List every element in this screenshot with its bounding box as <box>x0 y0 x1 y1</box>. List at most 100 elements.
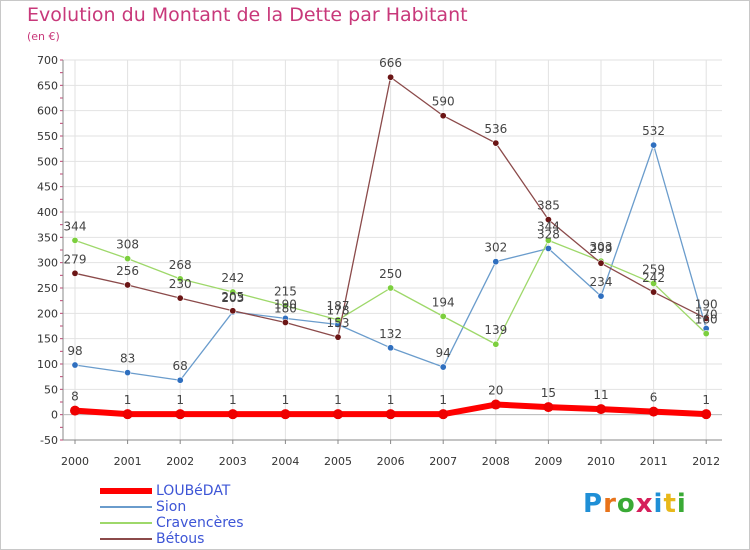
proxiti-logo: Proxiti <box>583 489 687 519</box>
data-label-loubedat: 20 <box>488 384 503 398</box>
data-label-sion: 83 <box>120 352 135 366</box>
legend-item-betous: Bétous <box>100 531 360 547</box>
data-label-sion: 98 <box>67 344 82 358</box>
data-label-sion: 234 <box>590 275 613 289</box>
data-point-betous <box>439 112 447 120</box>
y-tick-label: 300 <box>37 257 58 270</box>
data-label-betous: 180 <box>274 301 297 315</box>
data-point-sion <box>439 363 447 371</box>
legend-item-sion: Sion <box>100 499 360 515</box>
y-tick-label: 150 <box>37 333 58 346</box>
data-point-sion <box>492 258 500 266</box>
data-point-cravenceres <box>702 330 710 338</box>
data-label-cravenceres: 139 <box>484 323 507 337</box>
y-tick-label: 550 <box>37 130 58 143</box>
legend-item-loubedat: LOUBéDAT <box>100 483 360 499</box>
y-tick-label: -50 <box>40 434 58 447</box>
data-point-loubedat <box>333 409 343 420</box>
data-point-betous <box>597 259 605 267</box>
y-tick-label: 350 <box>37 231 58 244</box>
data-point-betous <box>334 333 342 341</box>
y-tick-label: 600 <box>37 105 58 118</box>
data-label-loubedat: 8 <box>71 390 79 404</box>
legend: LOUBéDAT Sion Cravencères Bétous <box>100 483 360 547</box>
data-point-cravenceres <box>492 340 500 348</box>
x-tick-label: 2000 <box>61 455 89 468</box>
data-label-loubedat: 15 <box>541 386 556 400</box>
data-point-cravenceres <box>544 236 552 244</box>
data-label-sion: 190 <box>274 297 297 311</box>
x-tick-label: 2002 <box>166 455 194 468</box>
data-point-betous <box>702 314 710 322</box>
legend-label-loubedat: LOUBéDAT <box>156 483 231 499</box>
data-label-cravenceres: 242 <box>221 271 244 285</box>
data-label-sion: 328 <box>537 227 560 241</box>
data-label-betous: 666 <box>379 56 402 70</box>
data-label-loubedat: 11 <box>593 388 608 402</box>
data-label-sion: 132 <box>379 327 402 341</box>
data-point-loubedat <box>70 405 80 416</box>
data-label-betous: 256 <box>116 264 139 278</box>
data-point-sion <box>597 292 605 300</box>
data-label-cravenceres: 187 <box>327 299 350 313</box>
logo-letter: o <box>616 489 636 519</box>
data-label-betous: 536 <box>484 122 507 136</box>
data-point-loubedat <box>385 409 396 420</box>
legend-label-betous: Bétous <box>156 531 205 547</box>
data-point-cravenceres <box>71 236 79 244</box>
x-tick-label: 2008 <box>482 455 510 468</box>
data-point-loubedat <box>596 404 606 415</box>
logo-letter: P <box>583 489 604 519</box>
legend-swatch-loubedat <box>100 488 152 494</box>
data-label-betous: 230 <box>169 277 192 291</box>
logo-letter: x <box>635 489 654 519</box>
data-label-loubedat: 1 <box>282 393 290 407</box>
data-label-loubedat: 1 <box>702 393 710 407</box>
logo-letter: t <box>663 489 677 519</box>
data-label-sion: 94 <box>436 346 451 360</box>
data-label-loubedat: 1 <box>439 393 447 407</box>
data-point-cravenceres <box>650 279 658 287</box>
data-label-betous: 205 <box>221 290 244 304</box>
data-point-loubedat <box>543 402 554 413</box>
data-label-betous: 279 <box>64 252 87 266</box>
data-label-cravenceres: 344 <box>64 219 87 233</box>
data-point-loubedat <box>648 406 659 417</box>
data-point-loubedat <box>438 409 449 420</box>
data-point-betous <box>544 216 552 224</box>
data-label-sion: 532 <box>642 124 665 138</box>
y-tick-label: 500 <box>37 155 58 168</box>
data-label-sion: 178 <box>327 303 350 317</box>
y-tick-label: 450 <box>37 181 58 194</box>
data-label-sion: 68 <box>173 359 188 373</box>
data-label-sion: 302 <box>484 241 507 255</box>
data-label-betous: 190 <box>695 297 718 311</box>
x-tick-label: 2009 <box>534 455 562 468</box>
data-label-cravenceres: 160 <box>695 313 718 327</box>
x-tick-label: 2011 <box>640 455 668 468</box>
x-tick-label: 2001 <box>114 455 142 468</box>
grid-layer <box>63 59 722 441</box>
x-tick-label: 2012 <box>692 455 720 468</box>
logo-letter: i <box>653 489 664 519</box>
data-point-betous <box>176 294 184 302</box>
data-point-cravenceres <box>439 312 447 320</box>
y-tick-label: 200 <box>37 307 58 320</box>
data-point-sion <box>124 369 132 377</box>
legend-swatch-sion <box>100 506 152 508</box>
data-label-cravenceres: 194 <box>432 295 455 309</box>
series-layer <box>70 73 712 420</box>
data-label-cravenceres: 268 <box>169 258 192 272</box>
data-point-loubedat <box>490 399 501 410</box>
data-point-sion <box>650 141 658 149</box>
data-point-loubedat <box>280 409 291 420</box>
data-label-loubedat: 1 <box>387 393 395 407</box>
y-tick-label: 50 <box>44 383 58 396</box>
data-label-betous: 299 <box>590 242 613 256</box>
data-point-betous <box>650 288 658 296</box>
legend-swatch-betous <box>100 538 152 540</box>
data-point-betous <box>387 73 395 81</box>
